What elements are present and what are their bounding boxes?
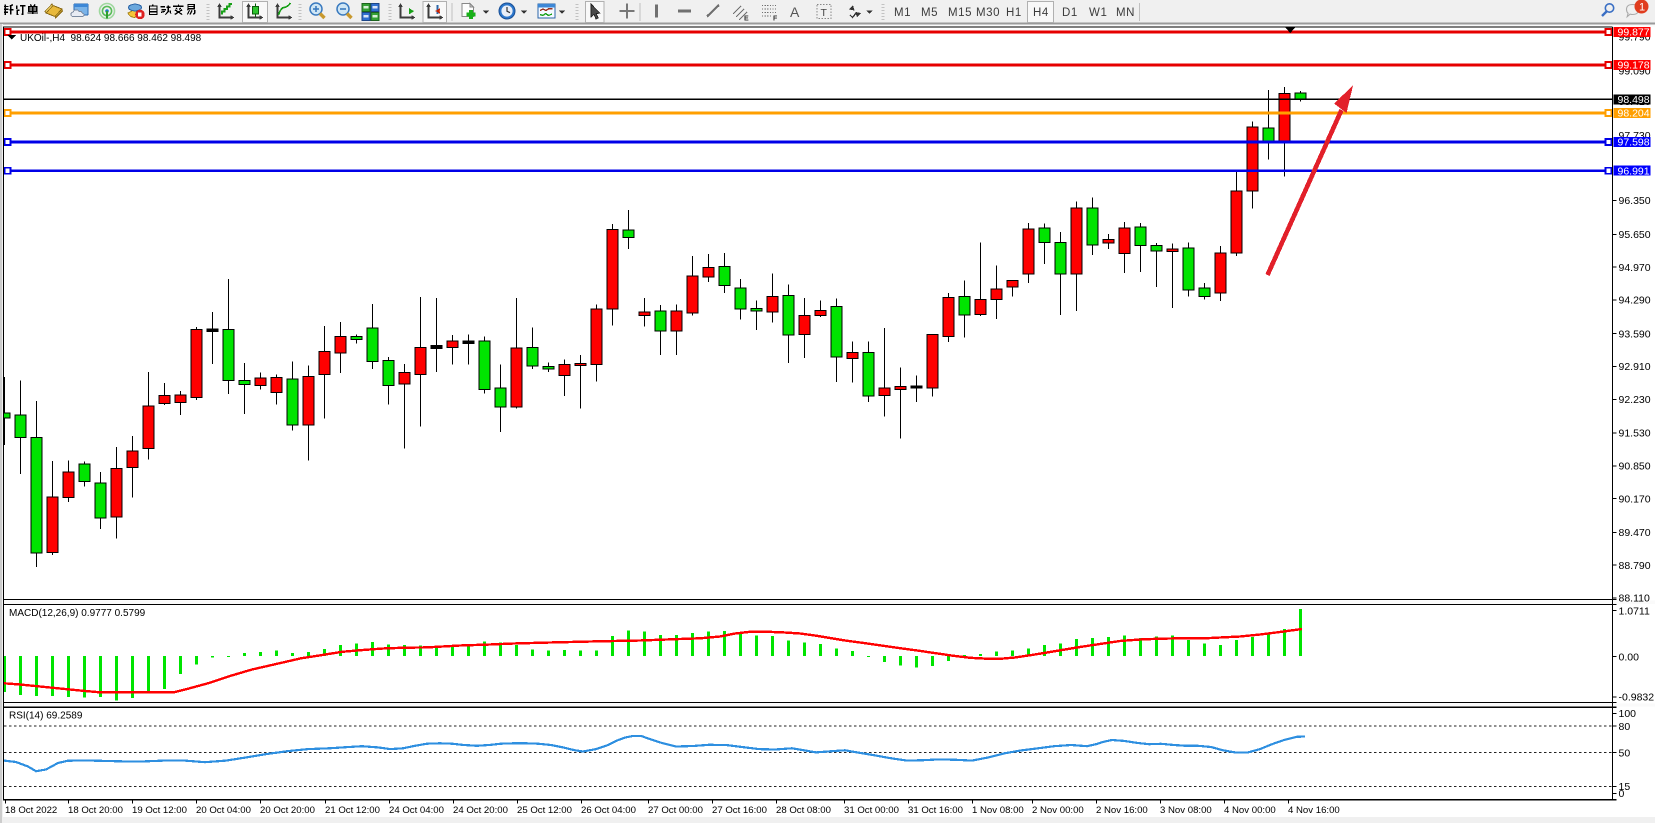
svg-text:1.0711: 1.0711: [1619, 605, 1650, 617]
svg-text:50: 50: [1619, 747, 1631, 759]
svg-text:UKOil-,H4 98.624 98.666 98.46: UKOil-,H4 98.624 98.666 98.462 98.498: [20, 33, 202, 44]
svg-text:H4: H4: [1033, 7, 1049, 19]
svg-text:88.790: 88.790: [1619, 560, 1651, 572]
svg-text:97.598: 97.598: [1618, 137, 1650, 149]
svg-text:A: A: [790, 4, 800, 20]
svg-text:31 Oct 16:00: 31 Oct 16:00: [908, 805, 963, 816]
svg-text:26 Oct 04:00: 26 Oct 04:00: [581, 805, 636, 816]
svg-text:99.877: 99.877: [1618, 27, 1650, 39]
svg-text:98.204: 98.204: [1618, 108, 1650, 120]
svg-text:95.650: 95.650: [1619, 229, 1651, 241]
svg-text:27 Oct 00:00: 27 Oct 00:00: [648, 805, 703, 816]
svg-text:90.850: 90.850: [1619, 461, 1651, 473]
svg-text:96.350: 96.350: [1619, 195, 1651, 207]
svg-text:M5: M5: [921, 7, 938, 19]
svg-text:W1: W1: [1089, 7, 1107, 19]
svg-text:0: 0: [1619, 788, 1625, 800]
svg-text:19 Oct 12:00: 19 Oct 12:00: [132, 805, 187, 816]
svg-text:90.170: 90.170: [1619, 493, 1651, 505]
svg-text:24 Oct 04:00: 24 Oct 04:00: [389, 805, 444, 816]
svg-text:M30: M30: [976, 7, 1000, 19]
svg-text:MACD(12,26,9) 0.9777 0.5799: MACD(12,26,9) 0.9777 0.5799: [9, 608, 146, 619]
svg-text:M15: M15: [948, 7, 972, 19]
svg-text:92.230: 92.230: [1619, 394, 1651, 406]
svg-text:RSI(14) 69.2589: RSI(14) 69.2589: [9, 711, 83, 722]
svg-text:88.110: 88.110: [1619, 593, 1650, 605]
svg-text:25 Oct 12:00: 25 Oct 12:00: [517, 805, 572, 816]
svg-text:21 Oct 12:00: 21 Oct 12:00: [325, 805, 380, 816]
svg-text:100: 100: [1619, 708, 1637, 720]
svg-text:96.991: 96.991: [1618, 165, 1650, 177]
svg-text:91.530: 91.530: [1619, 428, 1651, 440]
svg-text:0.00: 0.00: [1619, 651, 1640, 663]
svg-text:99.178: 99.178: [1618, 60, 1650, 72]
svg-text:3 Nov 08:00: 3 Nov 08:00: [1160, 805, 1212, 816]
svg-text:31 Oct 00:00: 31 Oct 00:00: [844, 805, 899, 816]
svg-text:F: F: [773, 16, 778, 23]
svg-text:20 Oct 20:00: 20 Oct 20:00: [260, 805, 315, 816]
svg-text:1: 1: [1639, 2, 1645, 14]
svg-text:94.970: 94.970: [1619, 262, 1651, 274]
svg-text:27 Oct 16:00: 27 Oct 16:00: [712, 805, 767, 816]
svg-text:94.290: 94.290: [1619, 295, 1651, 307]
svg-text:98.498: 98.498: [1618, 94, 1650, 106]
svg-text:18 Oct 20:00: 18 Oct 20:00: [68, 805, 123, 816]
svg-text:2 Nov 00:00: 2 Nov 00:00: [1032, 805, 1084, 816]
svg-text:2 Nov 16:00: 2 Nov 16:00: [1096, 805, 1148, 816]
svg-text:4 Nov 16:00: 4 Nov 16:00: [1288, 805, 1340, 816]
svg-text:H1: H1: [1006, 7, 1022, 19]
svg-text:89.470: 89.470: [1619, 527, 1651, 539]
svg-text:T: T: [821, 7, 828, 19]
svg-text:15: 15: [1619, 781, 1631, 793]
svg-text:28 Oct 08:00: 28 Oct 08:00: [776, 805, 831, 816]
svg-text:MN: MN: [1116, 7, 1135, 19]
svg-text:M1: M1: [894, 7, 911, 19]
svg-text:E: E: [744, 16, 749, 23]
svg-text:4 Nov 00:00: 4 Nov 00:00: [1224, 805, 1276, 816]
svg-text:-0.9832: -0.9832: [1619, 692, 1655, 704]
svg-text:20 Oct 04:00: 20 Oct 04:00: [196, 805, 251, 816]
svg-text:18 Oct 2022: 18 Oct 2022: [5, 805, 57, 816]
svg-text:1 Nov 08:00: 1 Nov 08:00: [972, 805, 1024, 816]
svg-text:24 Oct 20:00: 24 Oct 20:00: [453, 805, 508, 816]
svg-text:92.910: 92.910: [1619, 361, 1651, 373]
svg-text:80: 80: [1619, 721, 1631, 733]
svg-text:93.590: 93.590: [1619, 328, 1651, 340]
svg-text:D1: D1: [1062, 7, 1078, 19]
